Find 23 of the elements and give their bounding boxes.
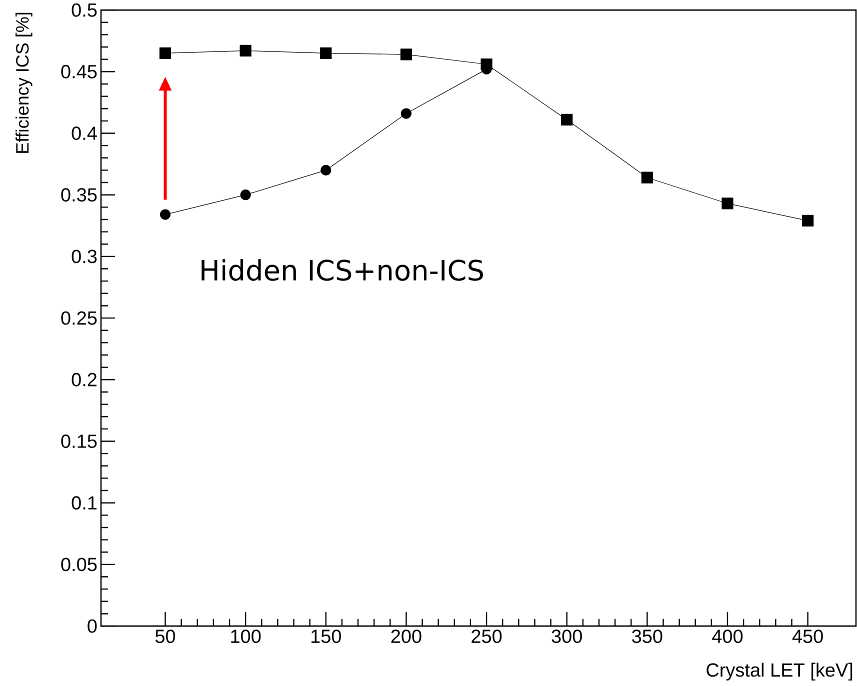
y-tick-label: 0.1 (72, 496, 97, 510)
y-tick-label: 0 (88, 619, 97, 633)
y-tick-label: 0.35 (61, 188, 97, 202)
y-tick-label: 0.05 (61, 558, 97, 572)
y-axis-title: Efficiency ICS [%] (16, 12, 32, 153)
x-tick-label: 50 (155, 630, 176, 644)
x-tick-label: 300 (552, 630, 582, 644)
y-tick-label: 0.3 (72, 250, 97, 264)
x-tick-label: 350 (632, 630, 662, 644)
x-tick-label: 200 (391, 630, 422, 644)
y-tick-label: 0.15 (61, 434, 97, 448)
y-tick-label: 0.5 (72, 3, 97, 17)
y-tick-label: 0.25 (61, 311, 97, 325)
y-tick-label: 0.2 (72, 372, 97, 386)
x-tick-label: 100 (231, 630, 261, 644)
x-tick-label: 400 (712, 630, 743, 644)
x-axis-title: Crystal LET [keV] (706, 662, 852, 680)
y-tick-label: 0.4 (72, 126, 97, 140)
x-tick-label: 150 (311, 630, 341, 644)
x-tick-label: 250 (472, 630, 502, 644)
x-tick-label: 450 (792, 630, 823, 644)
annotation: Hidden ICS+non-ICS (202, 259, 483, 281)
y-tick-label: 0.45 (61, 64, 97, 78)
